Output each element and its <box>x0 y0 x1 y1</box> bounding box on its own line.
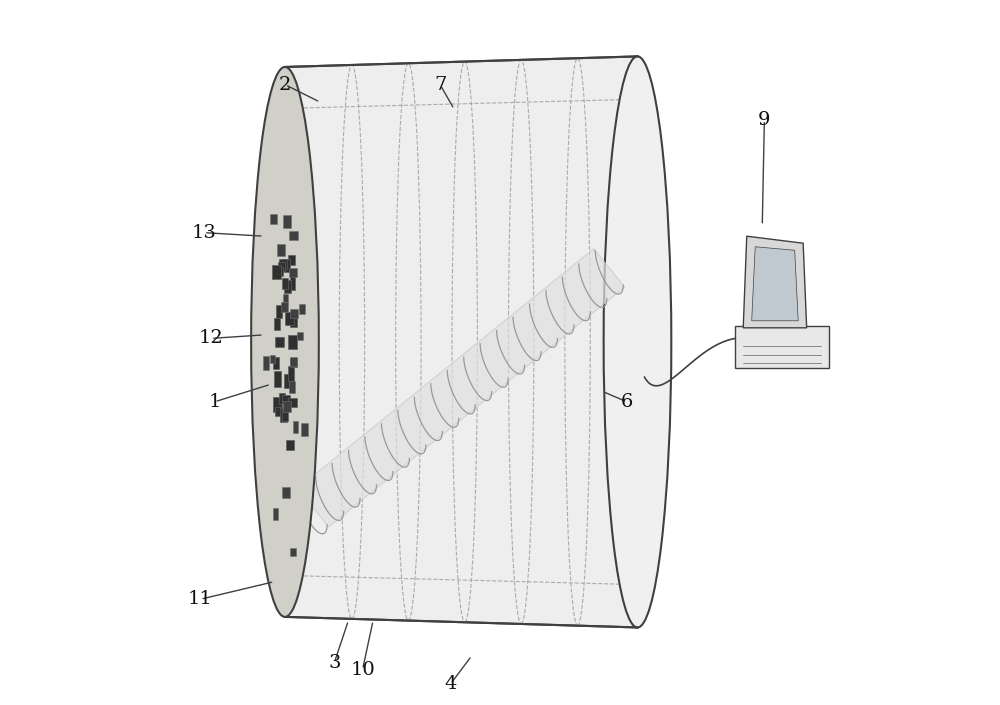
FancyBboxPatch shape <box>277 245 285 256</box>
Text: 2: 2 <box>279 75 291 94</box>
Ellipse shape <box>604 56 671 627</box>
FancyBboxPatch shape <box>276 305 282 319</box>
Text: 9: 9 <box>758 111 771 129</box>
Text: 3: 3 <box>328 654 341 672</box>
FancyBboxPatch shape <box>735 326 829 368</box>
Text: 6: 6 <box>621 393 633 411</box>
Text: 10: 10 <box>350 661 375 679</box>
Text: 7: 7 <box>434 75 446 94</box>
Polygon shape <box>285 56 637 627</box>
FancyBboxPatch shape <box>299 304 305 314</box>
FancyBboxPatch shape <box>290 357 297 367</box>
FancyBboxPatch shape <box>288 398 297 407</box>
FancyBboxPatch shape <box>283 215 291 228</box>
FancyBboxPatch shape <box>293 422 298 434</box>
FancyBboxPatch shape <box>288 367 294 381</box>
FancyBboxPatch shape <box>279 259 287 269</box>
FancyBboxPatch shape <box>301 423 308 436</box>
FancyBboxPatch shape <box>270 214 277 224</box>
FancyBboxPatch shape <box>275 407 284 416</box>
FancyBboxPatch shape <box>290 548 296 556</box>
FancyBboxPatch shape <box>274 319 280 331</box>
FancyBboxPatch shape <box>274 372 281 387</box>
FancyBboxPatch shape <box>279 393 285 403</box>
FancyBboxPatch shape <box>278 262 285 271</box>
FancyBboxPatch shape <box>290 309 298 318</box>
FancyBboxPatch shape <box>273 398 282 412</box>
FancyBboxPatch shape <box>281 302 288 312</box>
Text: 12: 12 <box>199 329 223 348</box>
FancyBboxPatch shape <box>289 381 295 393</box>
FancyBboxPatch shape <box>263 357 269 370</box>
FancyBboxPatch shape <box>297 331 303 340</box>
FancyBboxPatch shape <box>289 268 297 277</box>
FancyBboxPatch shape <box>273 357 279 369</box>
Polygon shape <box>298 249 625 527</box>
FancyBboxPatch shape <box>280 408 287 422</box>
FancyBboxPatch shape <box>282 409 288 421</box>
FancyBboxPatch shape <box>282 278 288 289</box>
FancyBboxPatch shape <box>282 395 290 404</box>
Polygon shape <box>752 247 798 321</box>
Text: 4: 4 <box>444 675 457 693</box>
FancyBboxPatch shape <box>288 255 295 265</box>
FancyBboxPatch shape <box>284 281 291 293</box>
FancyBboxPatch shape <box>289 231 298 240</box>
FancyBboxPatch shape <box>283 294 288 302</box>
FancyBboxPatch shape <box>283 259 290 272</box>
Text: 1: 1 <box>208 393 221 411</box>
Text: 11: 11 <box>188 590 213 608</box>
FancyBboxPatch shape <box>285 312 294 325</box>
FancyBboxPatch shape <box>283 401 291 412</box>
Polygon shape <box>743 236 807 328</box>
FancyBboxPatch shape <box>273 508 278 520</box>
FancyBboxPatch shape <box>286 440 294 450</box>
FancyBboxPatch shape <box>290 357 297 366</box>
FancyBboxPatch shape <box>276 267 283 276</box>
FancyBboxPatch shape <box>270 355 275 363</box>
FancyBboxPatch shape <box>288 335 297 349</box>
Text: 13: 13 <box>191 223 216 242</box>
FancyBboxPatch shape <box>275 337 284 347</box>
FancyBboxPatch shape <box>282 487 290 498</box>
Ellipse shape <box>251 67 319 617</box>
FancyBboxPatch shape <box>290 274 295 290</box>
FancyBboxPatch shape <box>272 265 281 279</box>
FancyBboxPatch shape <box>284 374 292 388</box>
FancyBboxPatch shape <box>290 317 297 327</box>
